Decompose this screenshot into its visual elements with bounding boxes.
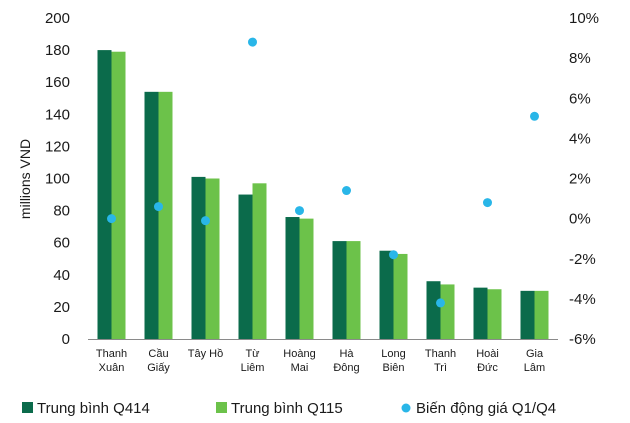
legend-swatch — [22, 402, 33, 413]
category-label: Hà — [339, 348, 354, 360]
legend: Trung bình Q414 Trung bình Q115 Biến động … — [22, 400, 556, 417]
point — [295, 206, 304, 216]
bar — [252, 183, 267, 339]
category-label: Gia — [526, 348, 544, 360]
category-label: Tây Hồ — [188, 348, 223, 360]
left-tick-label: 60 — [53, 235, 70, 252]
point — [201, 216, 210, 226]
category-label: Hoài — [476, 348, 499, 360]
left-tick-label: 160 — [45, 74, 70, 91]
bar — [473, 287, 488, 339]
left-tick-label: 200 — [45, 10, 70, 27]
left-tick-label: 180 — [45, 42, 70, 59]
left-tick-label: 40 — [53, 267, 70, 284]
legend-label: Trung bình Q414 — [37, 400, 150, 417]
right-tick-label: 4% — [569, 130, 591, 147]
right-tick-label: 10% — [569, 10, 599, 27]
point — [530, 111, 539, 121]
right-tick-label: -4% — [569, 291, 596, 308]
point — [436, 298, 445, 308]
right-tick-label: -6% — [569, 331, 596, 348]
point — [154, 202, 163, 212]
category-label: Trì — [434, 362, 447, 374]
bar — [111, 51, 126, 340]
bar — [238, 194, 253, 339]
bar — [487, 289, 502, 339]
point — [389, 250, 398, 260]
right-tick-label: 2% — [569, 171, 591, 188]
legend-swatch — [216, 402, 227, 413]
bar — [346, 241, 361, 339]
category-label: Mai — [291, 362, 309, 374]
legend-label: Biến động giá Q1/Q4 — [416, 400, 556, 417]
left-axis-ticks: 0 20 40 60 80 100 120 140 160 180 200 — [45, 10, 70, 348]
left-tick-label: 0 — [62, 331, 70, 348]
category-label: Lâm — [524, 362, 545, 374]
right-tick-label: 0% — [569, 211, 591, 228]
category-label: Đông — [333, 362, 359, 374]
right-tick-label: 8% — [569, 50, 591, 67]
right-tick-label: -2% — [569, 251, 596, 268]
bar — [158, 91, 173, 339]
bar — [205, 178, 220, 339]
point — [342, 186, 351, 196]
bars — [97, 50, 549, 340]
bar — [285, 217, 300, 339]
category-label: Cầu — [148, 348, 168, 360]
bar — [440, 284, 455, 339]
bar — [393, 253, 408, 339]
category-label: Liêm — [241, 362, 265, 374]
legend-label: Trung bình Q115 — [231, 400, 343, 417]
points — [107, 37, 539, 308]
category-label: Thanh — [425, 348, 456, 360]
bar — [534, 290, 549, 339]
category-label: Xuân — [99, 362, 125, 374]
right-axis-ticks: -6% -4% -2% 0% 2% 4% 6% 8% 10% — [569, 10, 599, 348]
legend-marker — [401, 403, 411, 413]
category-label: Long — [381, 348, 405, 360]
left-tick-label: 100 — [45, 171, 70, 188]
category-label: Thanh — [96, 348, 127, 360]
y-axis-label: millions VND — [17, 139, 33, 219]
bar — [299, 218, 314, 339]
bar — [426, 281, 441, 339]
category-label: Từ — [245, 348, 260, 360]
bar — [520, 290, 535, 339]
point — [107, 214, 116, 224]
category-label: Biên — [382, 362, 404, 374]
point — [483, 198, 492, 208]
left-tick-label: 20 — [53, 299, 70, 316]
left-tick-label: 140 — [45, 106, 70, 123]
category-labels: Thanh Xuân Cầu Giấy Tây Hồ Từ Liêm Hoàng Mai Hà Đô… — [96, 348, 545, 374]
bar — [97, 50, 112, 339]
left-tick-label: 80 — [53, 203, 70, 220]
left-tick-label: 120 — [45, 138, 70, 155]
point — [248, 37, 257, 47]
right-tick-label: 6% — [569, 90, 591, 107]
bar — [332, 241, 347, 339]
bar — [191, 176, 206, 339]
category-label: Đức — [477, 362, 498, 374]
category-label: Giấy — [147, 362, 170, 374]
bar — [379, 250, 394, 339]
category-label: Hoàng — [283, 348, 315, 360]
bar — [144, 91, 159, 339]
